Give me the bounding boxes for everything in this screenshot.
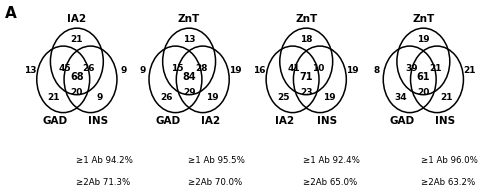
Text: 20: 20 [71, 88, 83, 98]
Text: ≥1 Ab 92.4%: ≥1 Ab 92.4% [303, 156, 360, 165]
Text: 84: 84 [183, 72, 196, 82]
Text: 19: 19 [323, 93, 336, 102]
Text: A: A [5, 6, 17, 21]
Text: 9: 9 [120, 66, 126, 75]
Text: ZnT: ZnT [412, 14, 434, 24]
Text: 45: 45 [59, 64, 71, 73]
Text: INS: INS [435, 116, 455, 126]
Text: 68: 68 [70, 72, 83, 82]
Text: 41: 41 [288, 64, 301, 73]
Text: 28: 28 [195, 64, 207, 73]
Text: 19: 19 [229, 66, 242, 75]
Text: ≥2Ab 65.0%: ≥2Ab 65.0% [303, 178, 357, 187]
Text: ≥2Ab 71.3%: ≥2Ab 71.3% [76, 178, 130, 187]
Text: 13: 13 [24, 66, 37, 75]
Text: ≥1 Ab 94.2%: ≥1 Ab 94.2% [76, 156, 133, 165]
Text: GAD: GAD [155, 116, 181, 126]
Text: 21: 21 [464, 66, 476, 75]
Text: GAD: GAD [389, 116, 415, 126]
Text: 8: 8 [374, 66, 380, 75]
Text: ≥1 Ab 95.5%: ≥1 Ab 95.5% [188, 156, 245, 165]
Text: 25: 25 [277, 93, 289, 102]
Text: 71: 71 [300, 72, 313, 82]
Text: 21: 21 [71, 35, 83, 44]
Text: 26: 26 [160, 93, 172, 102]
Text: 23: 23 [300, 88, 312, 98]
Text: 10: 10 [312, 64, 325, 73]
Text: GAD: GAD [43, 116, 68, 126]
Text: ≥2Ab 63.2%: ≥2Ab 63.2% [421, 178, 475, 187]
Text: 18: 18 [300, 35, 312, 44]
Text: 19: 19 [417, 35, 429, 44]
Text: INS: INS [318, 116, 338, 126]
Text: 34: 34 [394, 93, 407, 102]
Text: 29: 29 [183, 88, 195, 98]
Text: 26: 26 [82, 64, 95, 73]
Text: IA2: IA2 [67, 14, 86, 24]
Text: INS: INS [88, 116, 108, 126]
Text: 21: 21 [440, 93, 453, 102]
Text: 61: 61 [417, 72, 430, 82]
Text: 9: 9 [140, 66, 146, 75]
Text: 19: 19 [346, 66, 359, 75]
Text: ZnT: ZnT [295, 14, 317, 24]
Text: 16: 16 [253, 66, 266, 75]
Text: ZnT: ZnT [178, 14, 200, 24]
Text: 20: 20 [417, 88, 429, 98]
Text: 9: 9 [97, 93, 103, 102]
Text: IA2: IA2 [275, 116, 294, 126]
Text: 19: 19 [206, 93, 219, 102]
Text: 39: 39 [405, 64, 418, 73]
Text: IA2: IA2 [201, 116, 220, 126]
Text: ≥2Ab 70.0%: ≥2Ab 70.0% [188, 178, 242, 187]
Text: 21: 21 [429, 64, 442, 73]
Text: 21: 21 [47, 93, 60, 102]
Text: ≥1 Ab 96.0%: ≥1 Ab 96.0% [421, 156, 478, 165]
Text: 13: 13 [183, 35, 195, 44]
Text: 15: 15 [171, 64, 183, 73]
